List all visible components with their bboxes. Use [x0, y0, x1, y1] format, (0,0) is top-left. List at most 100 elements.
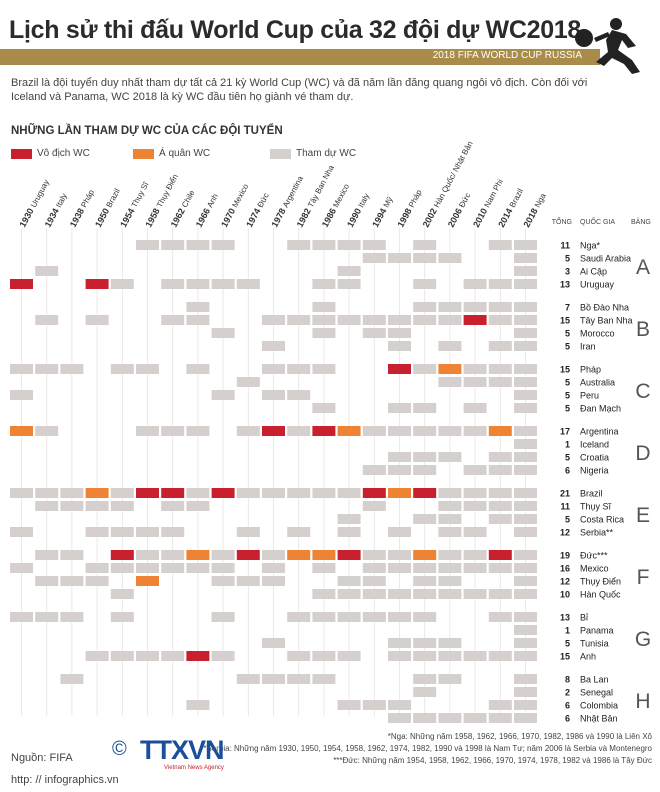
cell-participated [488, 341, 512, 351]
cell-participated [186, 426, 210, 436]
cell-participated [463, 563, 487, 573]
cell-participated [211, 612, 235, 622]
edition-label: 2006 Đức [446, 191, 473, 229]
team-name: Peru [580, 391, 599, 401]
cell-participated [438, 514, 462, 524]
cell-participated [136, 426, 159, 436]
cell-participated [388, 341, 411, 351]
cell-participated [110, 279, 134, 289]
edition-host: Pháp [407, 188, 424, 209]
cell-participated [35, 315, 59, 325]
cell-participated [488, 240, 512, 250]
cell-participated [488, 651, 512, 661]
cell-participated [110, 651, 134, 661]
cell-participated [110, 364, 134, 374]
cell-participated [337, 700, 361, 710]
cell-participated [413, 674, 437, 684]
edition-host: Pháp [79, 188, 96, 209]
team-total: 5 [565, 378, 570, 388]
cell-participated [413, 612, 437, 622]
cell-participated [514, 377, 537, 387]
cell-champion [362, 488, 386, 498]
cell-participated [438, 501, 462, 511]
cell-participated [514, 315, 537, 325]
cell-participated [312, 302, 336, 312]
edition-host: Brazil [508, 187, 525, 209]
cell-participated [60, 576, 84, 586]
cell-participated [186, 700, 210, 710]
cell-participated [514, 589, 537, 599]
team-name: Brazil [580, 489, 603, 499]
cell-participated [413, 563, 437, 573]
cell-participated [211, 563, 235, 573]
cell-participated [110, 563, 134, 573]
cell-participated [337, 514, 361, 524]
cell-participated [362, 550, 386, 560]
cell-participated [262, 576, 285, 586]
cell-participated [438, 576, 462, 586]
group-letter: C [635, 380, 650, 403]
cell-participated [211, 279, 235, 289]
team-total: 5 [565, 404, 570, 414]
cell-participated [413, 589, 437, 599]
cell-participated [463, 279, 487, 289]
cell-participated [60, 612, 84, 622]
cell-participated [312, 364, 336, 374]
cell-participated [388, 253, 411, 263]
team-name: Argentina [580, 427, 619, 437]
website-link[interactable]: http: // infographics.vn [11, 774, 119, 786]
edition-label: 1962 Chile [169, 188, 197, 229]
team-name: Thụy Điển [580, 577, 621, 587]
cell-participated [413, 452, 437, 462]
cell-participated [388, 452, 411, 462]
cell-participated [488, 315, 512, 325]
team-name: Mexico [580, 564, 609, 574]
team-total: 17 [560, 427, 570, 437]
cell-participated [413, 713, 437, 723]
header-total: TỔNG [552, 217, 572, 226]
cell-participated [463, 377, 487, 387]
team-name: Tây Ban Nha [580, 316, 633, 326]
cell-participated [186, 501, 210, 511]
cell-champion [110, 550, 134, 560]
cell-champion [413, 488, 437, 498]
edition-host: Nam Phi [482, 178, 504, 210]
cell-participated [312, 240, 336, 250]
cell-participated [312, 315, 336, 325]
team-total: 19 [560, 551, 570, 561]
cell-participated [161, 501, 185, 511]
legend-swatch-champion [11, 149, 32, 159]
cell-participated [85, 651, 109, 661]
header-group: BẢNG [631, 217, 651, 226]
cell-runner-up [287, 550, 311, 560]
cell-participated [186, 240, 210, 250]
team-total: 5 [565, 254, 570, 264]
cell-participated [463, 403, 487, 413]
cell-participated [463, 527, 487, 537]
cell-participated [388, 612, 411, 622]
legend-swatch-participated [270, 149, 291, 159]
cell-participated [287, 315, 311, 325]
cell-participated [388, 403, 411, 413]
cell-champion [161, 488, 185, 498]
cell-participated [388, 563, 411, 573]
cell-participated [438, 651, 462, 661]
cell-participated [413, 426, 437, 436]
team-name: Iran [580, 342, 596, 352]
cell-participated [438, 674, 462, 684]
team-total: 1 [565, 626, 570, 636]
cell-participated [514, 625, 537, 635]
team-total: 6 [565, 714, 570, 724]
cell-participated [312, 651, 336, 661]
cell-participated [262, 488, 285, 498]
cell-participated [463, 465, 487, 475]
cell-participated [514, 266, 537, 276]
team-total: 5 [565, 453, 570, 463]
cell-runner-up [186, 550, 210, 560]
cell-participated [85, 576, 109, 586]
footnote-serbia: **Serbia: Những năm 1930, 1950, 1954, 19… [200, 744, 652, 753]
team-total: 8 [565, 675, 570, 685]
cell-participated [388, 315, 411, 325]
cell-participated [362, 589, 386, 599]
cell-participated [161, 550, 185, 560]
